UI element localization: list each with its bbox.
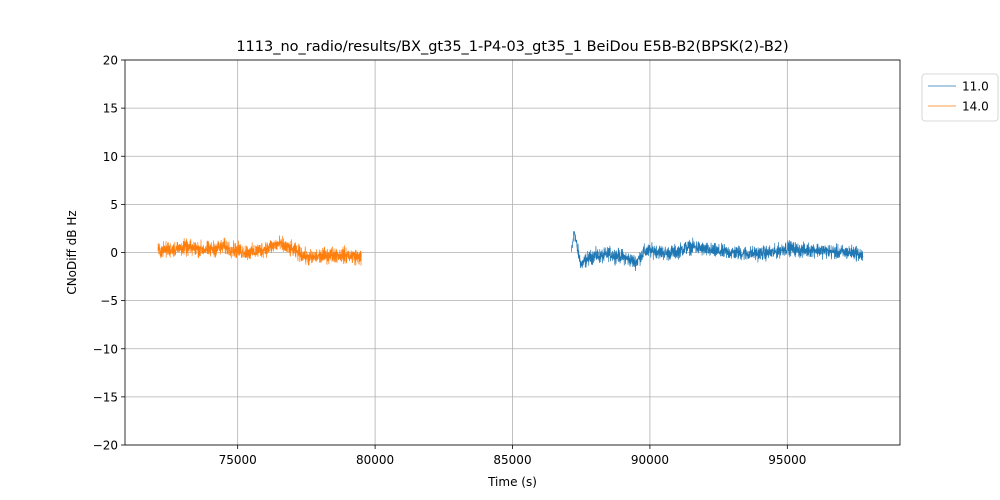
y-tick-label: −15 [93,390,118,404]
x-tick-label: 90000 [631,453,669,467]
x-axis: 75000 80000 85000 90000 95000 [219,445,806,467]
series-line-11.0 [571,230,864,272]
y-tick-label: 20 [103,54,118,68]
y-tick-label: 10 [103,150,118,164]
y-tick-label: −5 [100,294,118,308]
y-tick-label: 15 [103,102,118,116]
y-tick-label: 0 [110,246,118,260]
x-tick-label: 85000 [493,453,531,467]
series-line-14.0 [157,235,362,266]
legend-label: 11.0 [962,80,989,94]
y-tick-label: −20 [93,439,118,453]
x-axis-label: Time (s) [487,475,537,489]
y-axis: −20 −15 −10 −5 0 5 10 15 20 [93,54,125,453]
y-axis-label: CNoDiff dB Hz [65,210,79,294]
x-tick-label: 75000 [219,453,257,467]
legend: 11.0 14.0 [921,73,999,122]
y-tick-label: −10 [93,342,118,356]
series-lines [157,230,864,272]
x-tick-label: 80000 [356,453,394,467]
legend-label: 14.0 [962,100,989,114]
chart-title: 1113_no_radio/results/BX_gt35_1-P4-03_gt… [236,39,788,55]
y-tick-label: 5 [110,198,118,212]
x-tick-label: 95000 [768,453,806,467]
